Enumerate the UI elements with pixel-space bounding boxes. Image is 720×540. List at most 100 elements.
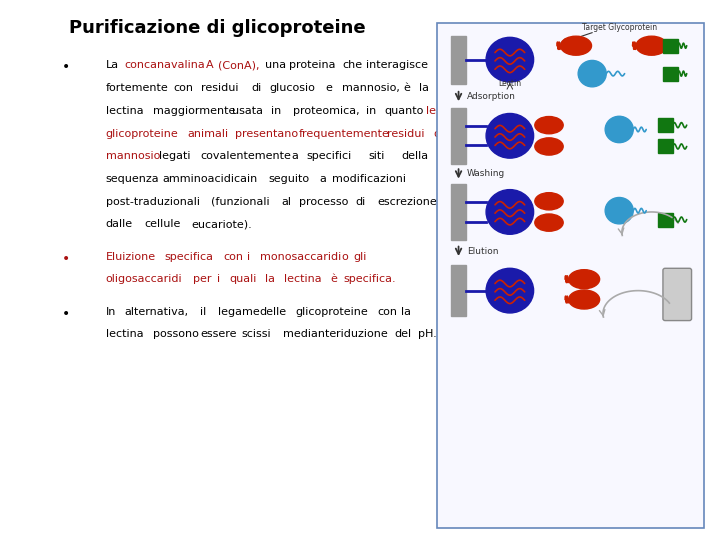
Text: presentano: presentano xyxy=(235,129,298,139)
Text: Purificazione di glicoproteine: Purificazione di glicoproteine xyxy=(68,19,365,37)
Text: In: In xyxy=(106,307,116,317)
Ellipse shape xyxy=(569,290,600,309)
Ellipse shape xyxy=(535,117,563,134)
Text: seguito: seguito xyxy=(269,174,310,184)
Text: quanto: quanto xyxy=(384,106,424,116)
Text: al: al xyxy=(281,197,291,207)
Text: legame: legame xyxy=(218,307,260,317)
Text: siti: siti xyxy=(369,151,385,161)
Text: i: i xyxy=(247,252,251,262)
Circle shape xyxy=(606,116,634,143)
Text: e: e xyxy=(326,83,333,93)
Text: post-traduzionali: post-traduzionali xyxy=(106,197,200,207)
Text: la: la xyxy=(401,307,411,317)
Text: per: per xyxy=(194,274,212,285)
Text: alternativa,: alternativa, xyxy=(124,307,188,317)
Text: specifica.: specifica. xyxy=(343,274,396,285)
Text: le: le xyxy=(426,106,436,116)
Text: essere: essere xyxy=(200,329,237,340)
Text: è: è xyxy=(330,274,338,285)
Text: del: del xyxy=(395,329,411,340)
Text: Target Glycoprotein: Target Glycoprotein xyxy=(582,23,657,32)
Bar xyxy=(451,36,466,84)
Text: •: • xyxy=(63,252,71,266)
Bar xyxy=(663,39,678,53)
Text: glucosio: glucosio xyxy=(269,83,315,93)
Ellipse shape xyxy=(636,36,667,55)
Text: cellule: cellule xyxy=(145,219,181,230)
Text: lectina: lectina xyxy=(284,274,321,285)
Text: concanavalina: concanavalina xyxy=(124,60,204,71)
Text: •: • xyxy=(63,60,71,75)
Text: Elution: Elution xyxy=(467,247,498,256)
Text: lectina: lectina xyxy=(106,329,143,340)
Text: Eluizione: Eluizione xyxy=(106,252,156,262)
Text: legati: legati xyxy=(158,151,190,161)
Bar xyxy=(451,108,466,164)
Text: eucariote).: eucariote). xyxy=(192,219,253,230)
Text: dalle: dalle xyxy=(106,219,133,230)
Text: i: i xyxy=(217,274,220,285)
Circle shape xyxy=(578,60,606,87)
Text: La: La xyxy=(106,60,119,71)
Text: usata: usata xyxy=(233,106,264,116)
Text: scissi: scissi xyxy=(241,329,271,340)
Ellipse shape xyxy=(535,214,563,231)
Text: una: una xyxy=(266,60,287,71)
Bar xyxy=(451,184,466,240)
Text: specifica: specifica xyxy=(164,252,214,262)
Text: escrezione: escrezione xyxy=(377,197,437,207)
Text: (funzionali: (funzionali xyxy=(211,197,269,207)
Text: a: a xyxy=(319,174,326,184)
Text: o: o xyxy=(341,252,348,262)
Text: A: A xyxy=(206,60,213,71)
Text: a: a xyxy=(291,151,298,161)
Text: residui: residui xyxy=(387,129,424,139)
Bar xyxy=(451,265,466,316)
FancyBboxPatch shape xyxy=(663,268,692,321)
Text: processo: processo xyxy=(300,197,348,207)
Text: il: il xyxy=(200,307,207,317)
Text: che: che xyxy=(342,60,362,71)
Text: di: di xyxy=(356,197,366,207)
Text: amminoacidica: amminoacidica xyxy=(162,174,247,184)
Text: specifici: specifici xyxy=(307,151,352,161)
Bar xyxy=(657,213,672,227)
Text: di: di xyxy=(434,129,444,139)
Text: modificazioni: modificazioni xyxy=(332,174,405,184)
Ellipse shape xyxy=(535,193,563,210)
Circle shape xyxy=(486,190,534,234)
Text: con: con xyxy=(223,252,243,262)
Text: Washing: Washing xyxy=(467,170,505,178)
Text: residui: residui xyxy=(201,83,238,93)
Circle shape xyxy=(486,268,534,313)
Text: gli: gli xyxy=(354,252,367,262)
Circle shape xyxy=(606,198,634,224)
Text: delle: delle xyxy=(260,307,287,317)
Text: mannosio,: mannosio, xyxy=(341,83,400,93)
Bar xyxy=(657,139,672,153)
Text: proteina: proteina xyxy=(289,60,336,71)
Text: oligosaccaridi: oligosaccaridi xyxy=(106,274,182,285)
Text: lectina: lectina xyxy=(106,106,143,116)
Text: animali: animali xyxy=(188,129,229,139)
Text: possono: possono xyxy=(153,329,199,340)
Ellipse shape xyxy=(560,36,592,55)
Text: frequentemente: frequentemente xyxy=(300,129,390,139)
Text: mannosio: mannosio xyxy=(106,151,161,161)
Text: in: in xyxy=(271,106,282,116)
Text: interagisce: interagisce xyxy=(366,60,428,71)
Text: con: con xyxy=(174,83,194,93)
Text: proteomica,: proteomica, xyxy=(293,106,359,116)
Text: maggiormente: maggiormente xyxy=(153,106,235,116)
Text: la: la xyxy=(266,274,275,285)
Text: quali: quali xyxy=(230,274,257,285)
Text: la: la xyxy=(419,83,429,93)
Text: della: della xyxy=(402,151,429,161)
Ellipse shape xyxy=(535,138,563,155)
Text: glicoproteine: glicoproteine xyxy=(295,307,368,317)
Text: pH.: pH. xyxy=(418,329,437,340)
Text: glicoproteine: glicoproteine xyxy=(106,129,179,139)
Text: (ConA),: (ConA), xyxy=(218,60,260,71)
Text: monosaccaridi: monosaccaridi xyxy=(260,252,341,262)
